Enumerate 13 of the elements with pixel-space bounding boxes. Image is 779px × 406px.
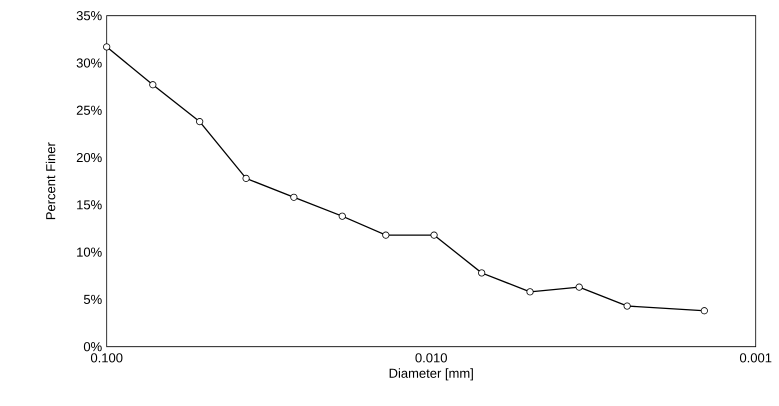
y-tick-label: 35% — [76, 11, 102, 20]
x-tick-label: 0.010 — [415, 353, 447, 362]
y-tick-label: 30% — [76, 58, 102, 68]
x-tick-label: 0.100 — [90, 353, 122, 362]
x-tick-label: 0.001 — [740, 353, 772, 362]
y-tick-label: 5% — [84, 294, 102, 304]
y-tick-label: 20% — [76, 152, 102, 162]
y-tick-label: 25% — [76, 106, 102, 115]
y-axis-title: Percent Finer — [46, 142, 56, 220]
y-tick-label: 10% — [77, 248, 102, 257]
x-axis-title: Diameter [mm] — [390, 368, 473, 380]
y-tick-label: 0% — [84, 342, 102, 352]
y-tick-label: 15% — [77, 200, 102, 210]
